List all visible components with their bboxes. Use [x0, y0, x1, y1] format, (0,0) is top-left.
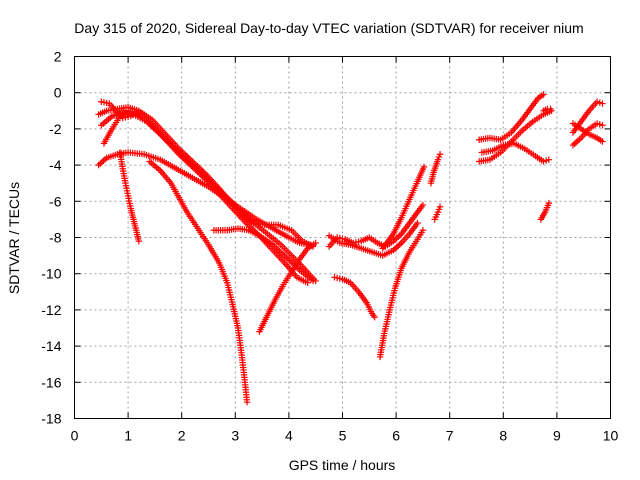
y-tick-label: -4: [49, 157, 62, 173]
series-track-13: [376, 227, 427, 361]
series-track-23: [569, 120, 606, 145]
series-track-10: [325, 201, 427, 250]
x-tick-label: 4: [285, 428, 293, 444]
data-marker: [98, 159, 106, 166]
axis-ticks: [74, 56, 611, 419]
y-tick-label: 0: [54, 85, 62, 101]
series-track-7: [146, 158, 251, 406]
y-tick-label: 2: [54, 49, 62, 65]
x-tick-label: 5: [339, 428, 347, 444]
y-tick-label: -18: [41, 411, 61, 427]
series-track-16: [431, 203, 444, 223]
x-axis-label: GPS time / hours: [289, 457, 396, 473]
series-track-19: [478, 140, 553, 165]
data-marker: [574, 137, 582, 145]
data-marker: [396, 232, 404, 239]
series-track-11: [325, 219, 421, 259]
data-marker: [100, 157, 107, 164]
data-marker: [599, 122, 606, 129]
data-marker: [135, 237, 143, 245]
y-tick-label: -12: [41, 302, 61, 318]
series-track-18: [475, 91, 547, 143]
data-marker: [436, 151, 444, 158]
y-tick-labels: -18 -16 -14 -12 -10 -8 -6 -4 -2 0 2: [41, 49, 61, 427]
data-marker: [599, 138, 606, 145]
y-tick-label: -14: [41, 338, 61, 354]
data-marker: [393, 244, 400, 251]
series-track-24: [569, 120, 606, 149]
data-marker: [304, 279, 311, 286]
series-track-21: [540, 105, 554, 114]
chart-title: Day 315 of 2020, Sidereal Day-to-day VTE…: [74, 20, 583, 36]
y-tick-label: -16: [41, 374, 61, 390]
x-tick-label: 10: [603, 428, 619, 444]
data-marker: [540, 91, 547, 98]
series-track-4: [100, 107, 311, 286]
data-marker: [97, 160, 104, 167]
series-track-9: [256, 239, 319, 335]
series-track-17: [475, 107, 555, 165]
data-marker: [243, 399, 251, 406]
x-tick-label: 8: [499, 428, 507, 444]
series-track-5: [98, 98, 143, 122]
x-tick-label: 2: [178, 428, 186, 444]
series-track-20: [537, 199, 553, 223]
data-marker: [547, 105, 554, 113]
y-tick-label: -6: [49, 193, 62, 209]
data-marker: [396, 241, 404, 248]
data-marker: [569, 141, 577, 149]
x-tick-label: 1: [124, 428, 132, 444]
y-tick-label: -8: [49, 230, 62, 246]
x-tick-label: 3: [231, 428, 239, 444]
data-marker: [371, 313, 378, 321]
data-marker: [572, 139, 580, 146]
data-marker: [419, 227, 427, 234]
data-marker: [312, 239, 319, 247]
series-track-12: [379, 163, 428, 252]
series-track-6: [116, 149, 143, 245]
data-marker: [599, 100, 606, 107]
data-marker: [135, 107, 143, 114]
x-tick-label: 0: [71, 428, 79, 444]
x-tick-label: 7: [446, 428, 454, 444]
x-tick-labels: 0 1 2 3 4 5 6 7 8 9 10: [71, 428, 619, 444]
data-marker: [395, 233, 402, 240]
data-marker: [95, 161, 102, 169]
data-marker: [420, 163, 428, 171]
data-marker: [571, 140, 578, 147]
x-tick-label: 6: [392, 428, 400, 444]
data-marker: [576, 136, 583, 143]
series-track-8: [210, 225, 317, 285]
data-marker: [545, 156, 553, 163]
y-tick-label: -2: [49, 121, 62, 137]
data-markers: [95, 91, 606, 406]
data-marker: [419, 201, 427, 209]
x-tick-label: 9: [553, 428, 561, 444]
series-track-14: [331, 274, 378, 321]
data-marker: [414, 219, 421, 227]
data-marker: [545, 199, 553, 207]
series-track-15: [427, 151, 444, 187]
y-tick-label: -10: [41, 266, 61, 282]
data-marker: [436, 203, 444, 210]
y-axis-label: SDTVAR / TECUs: [6, 182, 22, 294]
data-marker: [309, 277, 317, 285]
